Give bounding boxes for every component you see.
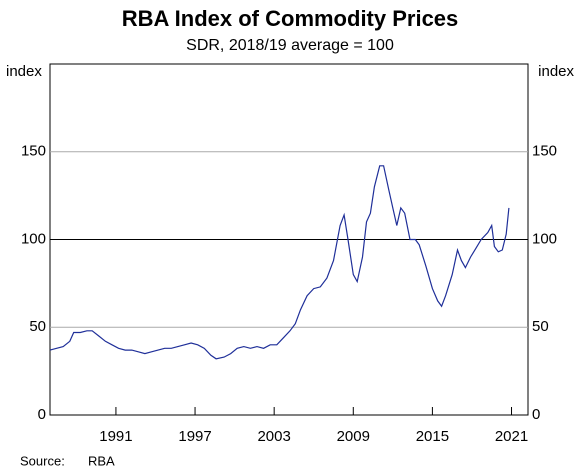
chart-title: RBA Index of Commodity Prices bbox=[122, 6, 459, 31]
y2-tick-label: 0 bbox=[532, 406, 540, 423]
x-tick-label: 2003 bbox=[257, 428, 290, 445]
x-tick-label: 1991 bbox=[99, 428, 132, 445]
source-label: Source: bbox=[20, 453, 65, 468]
x-tick-label: 1997 bbox=[178, 428, 211, 445]
y-axis-label: index bbox=[6, 63, 42, 80]
y-tick-label: 150 bbox=[21, 143, 46, 160]
source: RBA bbox=[88, 453, 115, 468]
y-tick-label: 50 bbox=[29, 318, 46, 335]
y-tick-label: 0 bbox=[38, 406, 46, 423]
y2-tick-label: 150 bbox=[532, 143, 557, 160]
y-tick-label: 100 bbox=[21, 230, 46, 247]
y2-tick-label: 50 bbox=[532, 318, 549, 335]
y2-axis-label: index bbox=[538, 63, 574, 80]
x-tick-label: 2009 bbox=[337, 428, 370, 445]
x-tick-label: 2015 bbox=[416, 428, 449, 445]
line-series bbox=[49, 165, 510, 360]
y2-tick-label: 100 bbox=[532, 230, 557, 247]
chart-subtitle: SDR, 2018/19 average = 100 bbox=[186, 37, 394, 54]
x-tick-label: 2021 bbox=[495, 428, 528, 445]
